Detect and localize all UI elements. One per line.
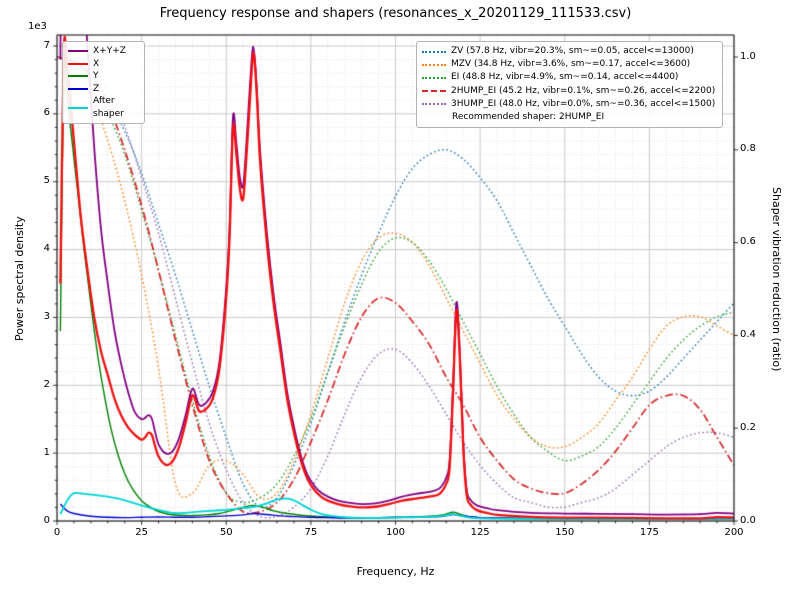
- y-right-tick-label: 0.6: [740, 236, 756, 248]
- x-tick-label: 150: [555, 527, 575, 538]
- legend-psd-items: X+Y+Z X Y Z After shaper: [68, 45, 137, 120]
- legend-item-label: After shaper: [93, 96, 124, 119]
- legend-line-sample: [422, 63, 446, 66]
- y-left-tick-label: 4: [43, 243, 50, 255]
- legend-psd: X+Y+Z X Y Z After shaper: [62, 41, 145, 124]
- legend-line-sample: [68, 50, 88, 53]
- legend-item-ei: EI (48.8 Hz, vibr=4.9%, sm~=0.14, accel<…: [422, 71, 715, 84]
- x-axis-label: Frequency, Hz: [356, 565, 435, 578]
- legend-line-sample: [422, 103, 446, 106]
- legend-item-label: Z: [93, 83, 100, 94]
- x-tick-label: 0: [53, 527, 61, 538]
- legend-item-label: X+Y+Z: [93, 46, 126, 56]
- y-axis-label-right: Shaper vibration reduction (ratio): [770, 187, 783, 372]
- y-left-tick-label: 2: [43, 378, 50, 390]
- y-right-tick-label: 0.4: [740, 328, 756, 340]
- y-axis-label-left: Power spectral density: [13, 216, 26, 341]
- legend-line-sample: [68, 106, 88, 109]
- legend-line-sample: [68, 75, 88, 78]
- x-tick-label: 50: [219, 527, 233, 538]
- legend-line-sample: [422, 90, 446, 93]
- legend-item-y: Y: [68, 70, 137, 83]
- y-right-tick-label: 0.2: [740, 421, 756, 433]
- legend-item-label: MZV (34.8 Hz, vibr=3.6%, sm~=0.17, accel…: [451, 59, 691, 70]
- legend-item-label: ZV (57.8 Hz, vibr=20.3%, sm~=0.05, accel…: [451, 46, 694, 56]
- legend-item-z: Z: [68, 83, 137, 96]
- legend-item-2hump-ei: 2HUMP_EI (45.2 Hz, vibr=0.1%, sm~=0.26, …: [422, 85, 715, 98]
- y-axis-offset-text: 1e3: [28, 21, 47, 32]
- legend-line-sample: [422, 77, 446, 79]
- y-right-tick-label: 0.8: [740, 143, 756, 155]
- legend-item-label: 3HUMP_EI (48.0 Hz, vibr=0.0%, sm~=0.36, …: [451, 98, 716, 109]
- y-left-tick-label: 3: [43, 310, 50, 322]
- legend-recommended-note: Recommended shaper: 2HUMP_EI: [452, 112, 605, 123]
- legend-item-after-shaper: After shaper: [68, 95, 137, 120]
- legend-item-label: Y: [93, 71, 99, 81]
- chart-title: Frequency response and shapers (resonanc…: [159, 6, 632, 21]
- legend-item-zv: ZV (57.8 Hz, vibr=20.3%, sm~=0.05, accel…: [422, 45, 715, 58]
- x-tick-label: 75: [304, 527, 318, 538]
- x-tick-label: 175: [639, 527, 659, 538]
- y-left-tick-label: 0: [43, 514, 50, 526]
- legend-item-mzv: MZV (34.8 Hz, vibr=3.6%, sm~=0.17, accel…: [422, 58, 715, 71]
- x-tick-label: 100: [385, 527, 406, 538]
- y-right-tick-label: 0.0: [740, 514, 756, 526]
- legend-item-label: 2HUMP_EI (45.2 Hz, vibr=0.1%, sm~=0.26, …: [451, 85, 716, 96]
- legend-item-x: X: [68, 58, 137, 71]
- x-tick-label: 25: [135, 527, 148, 538]
- legend-item-x-y-z: X+Y+Z: [68, 45, 137, 58]
- y-left-tick-label: 7: [43, 39, 50, 51]
- y-right-tick-label: 1.0: [740, 50, 756, 62]
- legend-shapers: ZV (57.8 Hz, vibr=20.3%, sm~=0.05, accel…: [416, 41, 724, 129]
- y-left-tick-label: 6: [43, 107, 50, 119]
- legend-line-sample: [68, 87, 88, 90]
- legend-item-label: EI (48.8 Hz, vibr=4.9%, sm~=0.14, accel<…: [451, 72, 679, 83]
- legend-item-label: X: [93, 58, 100, 69]
- legend-line-sample: [422, 50, 446, 53]
- y-left-tick-label: 1: [43, 446, 50, 458]
- x-tick-label: 200: [724, 527, 744, 538]
- x-tick-label: 125: [470, 527, 490, 538]
- y-left-tick-label: 5: [43, 175, 50, 187]
- legend-item-3hump-ei: 3HUMP_EI (48.0 Hz, vibr=0.0%, sm~=0.36, …: [422, 98, 715, 111]
- legend-line-sample: [68, 62, 88, 65]
- legend-shaper-items: ZV (57.8 Hz, vibr=20.3%, sm~=0.05, accel…: [422, 45, 715, 111]
